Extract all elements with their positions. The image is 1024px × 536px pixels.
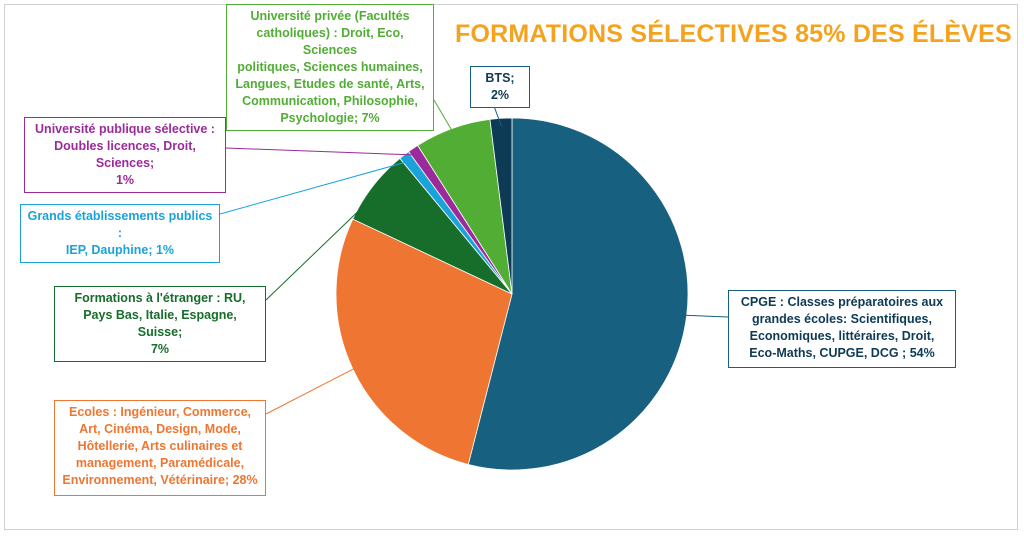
slice-label-line: Hôtellerie, Arts culinaires et bbox=[77, 439, 243, 453]
slice-label-line: Langues, Etudes de santé, Arts, bbox=[235, 77, 425, 91]
slice-label-4: Université publique sélective : Doubles l… bbox=[24, 117, 226, 193]
slice-label-line: IEP, Dauphine; 1% bbox=[65, 243, 175, 257]
slice-label-1: Ecoles : Ingénieur, Commerce, Art, Cinéma… bbox=[54, 400, 266, 496]
slice-label-2: Formations à l'étranger : RU, Pays Bas, I… bbox=[54, 286, 266, 362]
slice-label-3: Grands établissements publics : IEP, Daup… bbox=[20, 204, 220, 263]
slice-label-line: catholiques) : Droit, Eco, Sciences bbox=[256, 26, 404, 57]
slice-label-line: Doubles licences, Droit, Sciences; bbox=[54, 139, 196, 170]
pie-slice-0 bbox=[467, 117, 689, 471]
slice-label-6: BTS; 2% bbox=[470, 66, 530, 108]
leader-line-4 bbox=[225, 147, 418, 156]
slice-label-5: Université privée (Facultés catholiques) … bbox=[226, 4, 434, 131]
slice-label-line: Ecoles : Ingénieur, Commerce, bbox=[68, 405, 251, 419]
slice-label-line: Communication, Philosophie, bbox=[242, 94, 418, 108]
slice-label-line: politiques, Sciences humaines, bbox=[237, 60, 423, 74]
slice-label-line: Art, Cinéma, Design, Mode, bbox=[79, 422, 241, 436]
slice-label-line: BTS; 2% bbox=[485, 71, 515, 102]
slice-label-line: Formations à l'étranger : RU, bbox=[74, 291, 246, 305]
chart-frame bbox=[4, 4, 1018, 530]
slice-label-line: Pays Bas, Italie, Espagne, Suisse; bbox=[83, 308, 237, 339]
slice-label-line: Université privée (Facultés bbox=[250, 9, 410, 23]
slice-label-line: Grands établissements publics : bbox=[27, 209, 213, 240]
slice-label-line: 1% bbox=[115, 173, 135, 187]
leader-line-5 bbox=[433, 99, 456, 137]
slice-label-line: 7% bbox=[150, 342, 170, 356]
slice-label-line: Eco-Maths, CUPGE, DCG ; 54% bbox=[749, 346, 935, 360]
leader-line-3 bbox=[219, 160, 410, 215]
slice-label-line: CPGE : Classes préparatoires aux bbox=[740, 295, 944, 309]
leader-line-0 bbox=[678, 314, 729, 318]
slice-label-line: Economiques, littéraires, Droit, bbox=[749, 329, 935, 343]
slice-label-line: grandes écoles: Scientifiques, bbox=[752, 312, 932, 326]
slice-label-line: Université publique sélective : bbox=[35, 122, 215, 136]
chart-title: FORMATIONS SÉLECTIVES 85% DES ÉLÈVES bbox=[455, 20, 1012, 48]
pie-slice-6 bbox=[489, 117, 513, 295]
slice-label-line: Psychologie; 7% bbox=[280, 111, 380, 125]
slice-label-0: CPGE : Classes préparatoires aux grandes … bbox=[728, 290, 956, 368]
slice-label-line: management, Paramédicale, bbox=[75, 456, 245, 470]
leader-line-2 bbox=[265, 190, 380, 301]
slice-label-line: Environnement, Vétérinaire; 28% bbox=[62, 473, 258, 487]
leader-line-1 bbox=[265, 365, 361, 415]
